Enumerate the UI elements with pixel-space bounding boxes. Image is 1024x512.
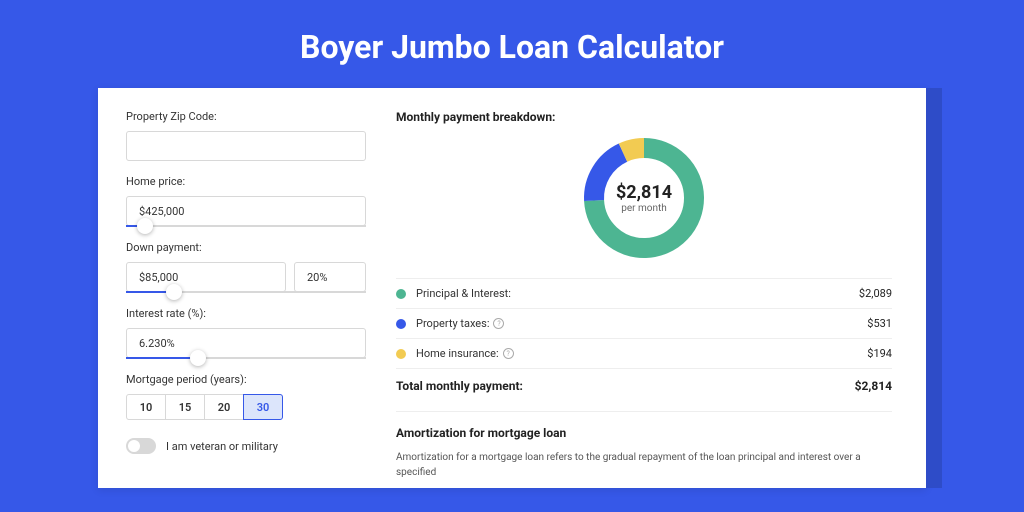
down-payment-slider-thumb[interactable]	[166, 284, 182, 300]
zip-input[interactable]	[126, 131, 366, 161]
breakdown-panel: Monthly payment breakdown: $2,814 per mo…	[378, 88, 926, 488]
home-price-group: Home price:	[126, 175, 378, 227]
legend-row-2: Home insurance:?$194	[396, 338, 892, 369]
legend-row-0: Principal & Interest:$2,089	[396, 278, 892, 308]
page-title: Boyer Jumbo Loan Calculator	[0, 0, 1024, 88]
interest-rate-slider-thumb[interactable]	[190, 350, 206, 366]
interest-rate-slider[interactable]	[126, 357, 366, 359]
donut-wrap: $2,814 per month	[396, 136, 892, 260]
breakdown-title: Monthly payment breakdown:	[396, 110, 892, 124]
zip-field-group: Property Zip Code:	[126, 110, 378, 161]
donut-sub: per month	[621, 203, 667, 214]
down-payment-group: Down payment:	[126, 241, 378, 293]
interest-rate-label: Interest rate (%):	[126, 307, 378, 320]
legend-value: $2,089	[859, 287, 892, 300]
home-price-slider[interactable]	[126, 225, 366, 227]
interest-rate-input[interactable]	[126, 328, 366, 358]
veteran-label: I am veteran or military	[166, 440, 278, 453]
amortization-text: Amortization for a mortgage loan refers …	[396, 450, 892, 480]
legend-label: Home insurance:?	[416, 347, 867, 360]
donut-amount: $2,814	[616, 182, 672, 203]
period-btn-20[interactable]: 20	[204, 394, 244, 420]
total-label: Total monthly payment:	[396, 379, 855, 393]
total-value: $2,814	[855, 379, 892, 393]
total-row: Total monthly payment: $2,814	[396, 369, 892, 403]
legend-value: $194	[867, 347, 892, 360]
home-price-label: Home price:	[126, 175, 378, 188]
down-payment-percent-input[interactable]	[294, 262, 366, 292]
card-shadow	[926, 88, 942, 488]
legend-dot	[396, 289, 406, 299]
mortgage-period-group: Mortgage period (years): 10 15 20 30	[126, 373, 378, 420]
form-panel: Property Zip Code: Home price: Down paym…	[98, 88, 378, 488]
veteran-toggle[interactable]	[126, 438, 156, 454]
calculator-card: Property Zip Code: Home price: Down paym…	[98, 88, 926, 488]
legend-dot	[396, 319, 406, 329]
period-btn-30[interactable]: 30	[243, 394, 283, 420]
legend-label: Principal & Interest:	[416, 287, 859, 300]
down-payment-label: Down payment:	[126, 241, 378, 254]
info-icon[interactable]: ?	[493, 318, 504, 329]
down-payment-amount-input[interactable]	[126, 262, 286, 292]
down-payment-slider[interactable]	[126, 291, 366, 293]
veteran-toggle-row: I am veteran or military	[126, 438, 378, 454]
mortgage-period-buttons: 10 15 20 30	[126, 394, 378, 420]
legend-dot	[396, 349, 406, 359]
mortgage-period-label: Mortgage period (years):	[126, 373, 378, 386]
payment-donut-chart: $2,814 per month	[582, 136, 706, 260]
home-price-input[interactable]	[126, 196, 366, 226]
interest-rate-slider-fill	[126, 357, 198, 359]
legend-row-1: Property taxes:?$531	[396, 308, 892, 338]
veteran-toggle-knob	[128, 440, 140, 452]
home-price-slider-thumb[interactable]	[137, 218, 153, 234]
info-icon[interactable]: ?	[503, 348, 514, 359]
period-btn-15[interactable]: 15	[165, 394, 205, 420]
amortization-section: Amortization for mortgage loan Amortizat…	[396, 411, 892, 480]
amortization-title: Amortization for mortgage loan	[396, 426, 892, 440]
interest-rate-group: Interest rate (%):	[126, 307, 378, 359]
zip-label: Property Zip Code:	[126, 110, 378, 123]
legend-label: Property taxes:?	[416, 317, 867, 330]
legend-value: $531	[867, 317, 892, 330]
period-btn-10[interactable]: 10	[126, 394, 166, 420]
